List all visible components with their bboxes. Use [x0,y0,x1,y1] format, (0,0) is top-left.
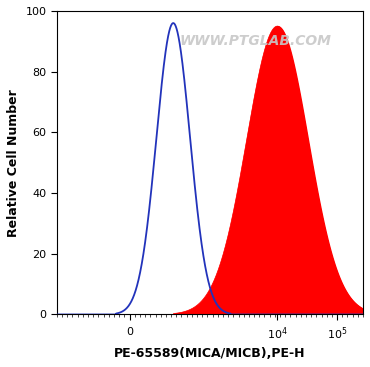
Text: WWW.PTGLAB.COM: WWW.PTGLAB.COM [180,34,332,48]
X-axis label: PE-65589(MICA/MICB),PE-H: PE-65589(MICA/MICB),PE-H [114,347,306,360]
Y-axis label: Relative Cell Number: Relative Cell Number [7,89,20,237]
